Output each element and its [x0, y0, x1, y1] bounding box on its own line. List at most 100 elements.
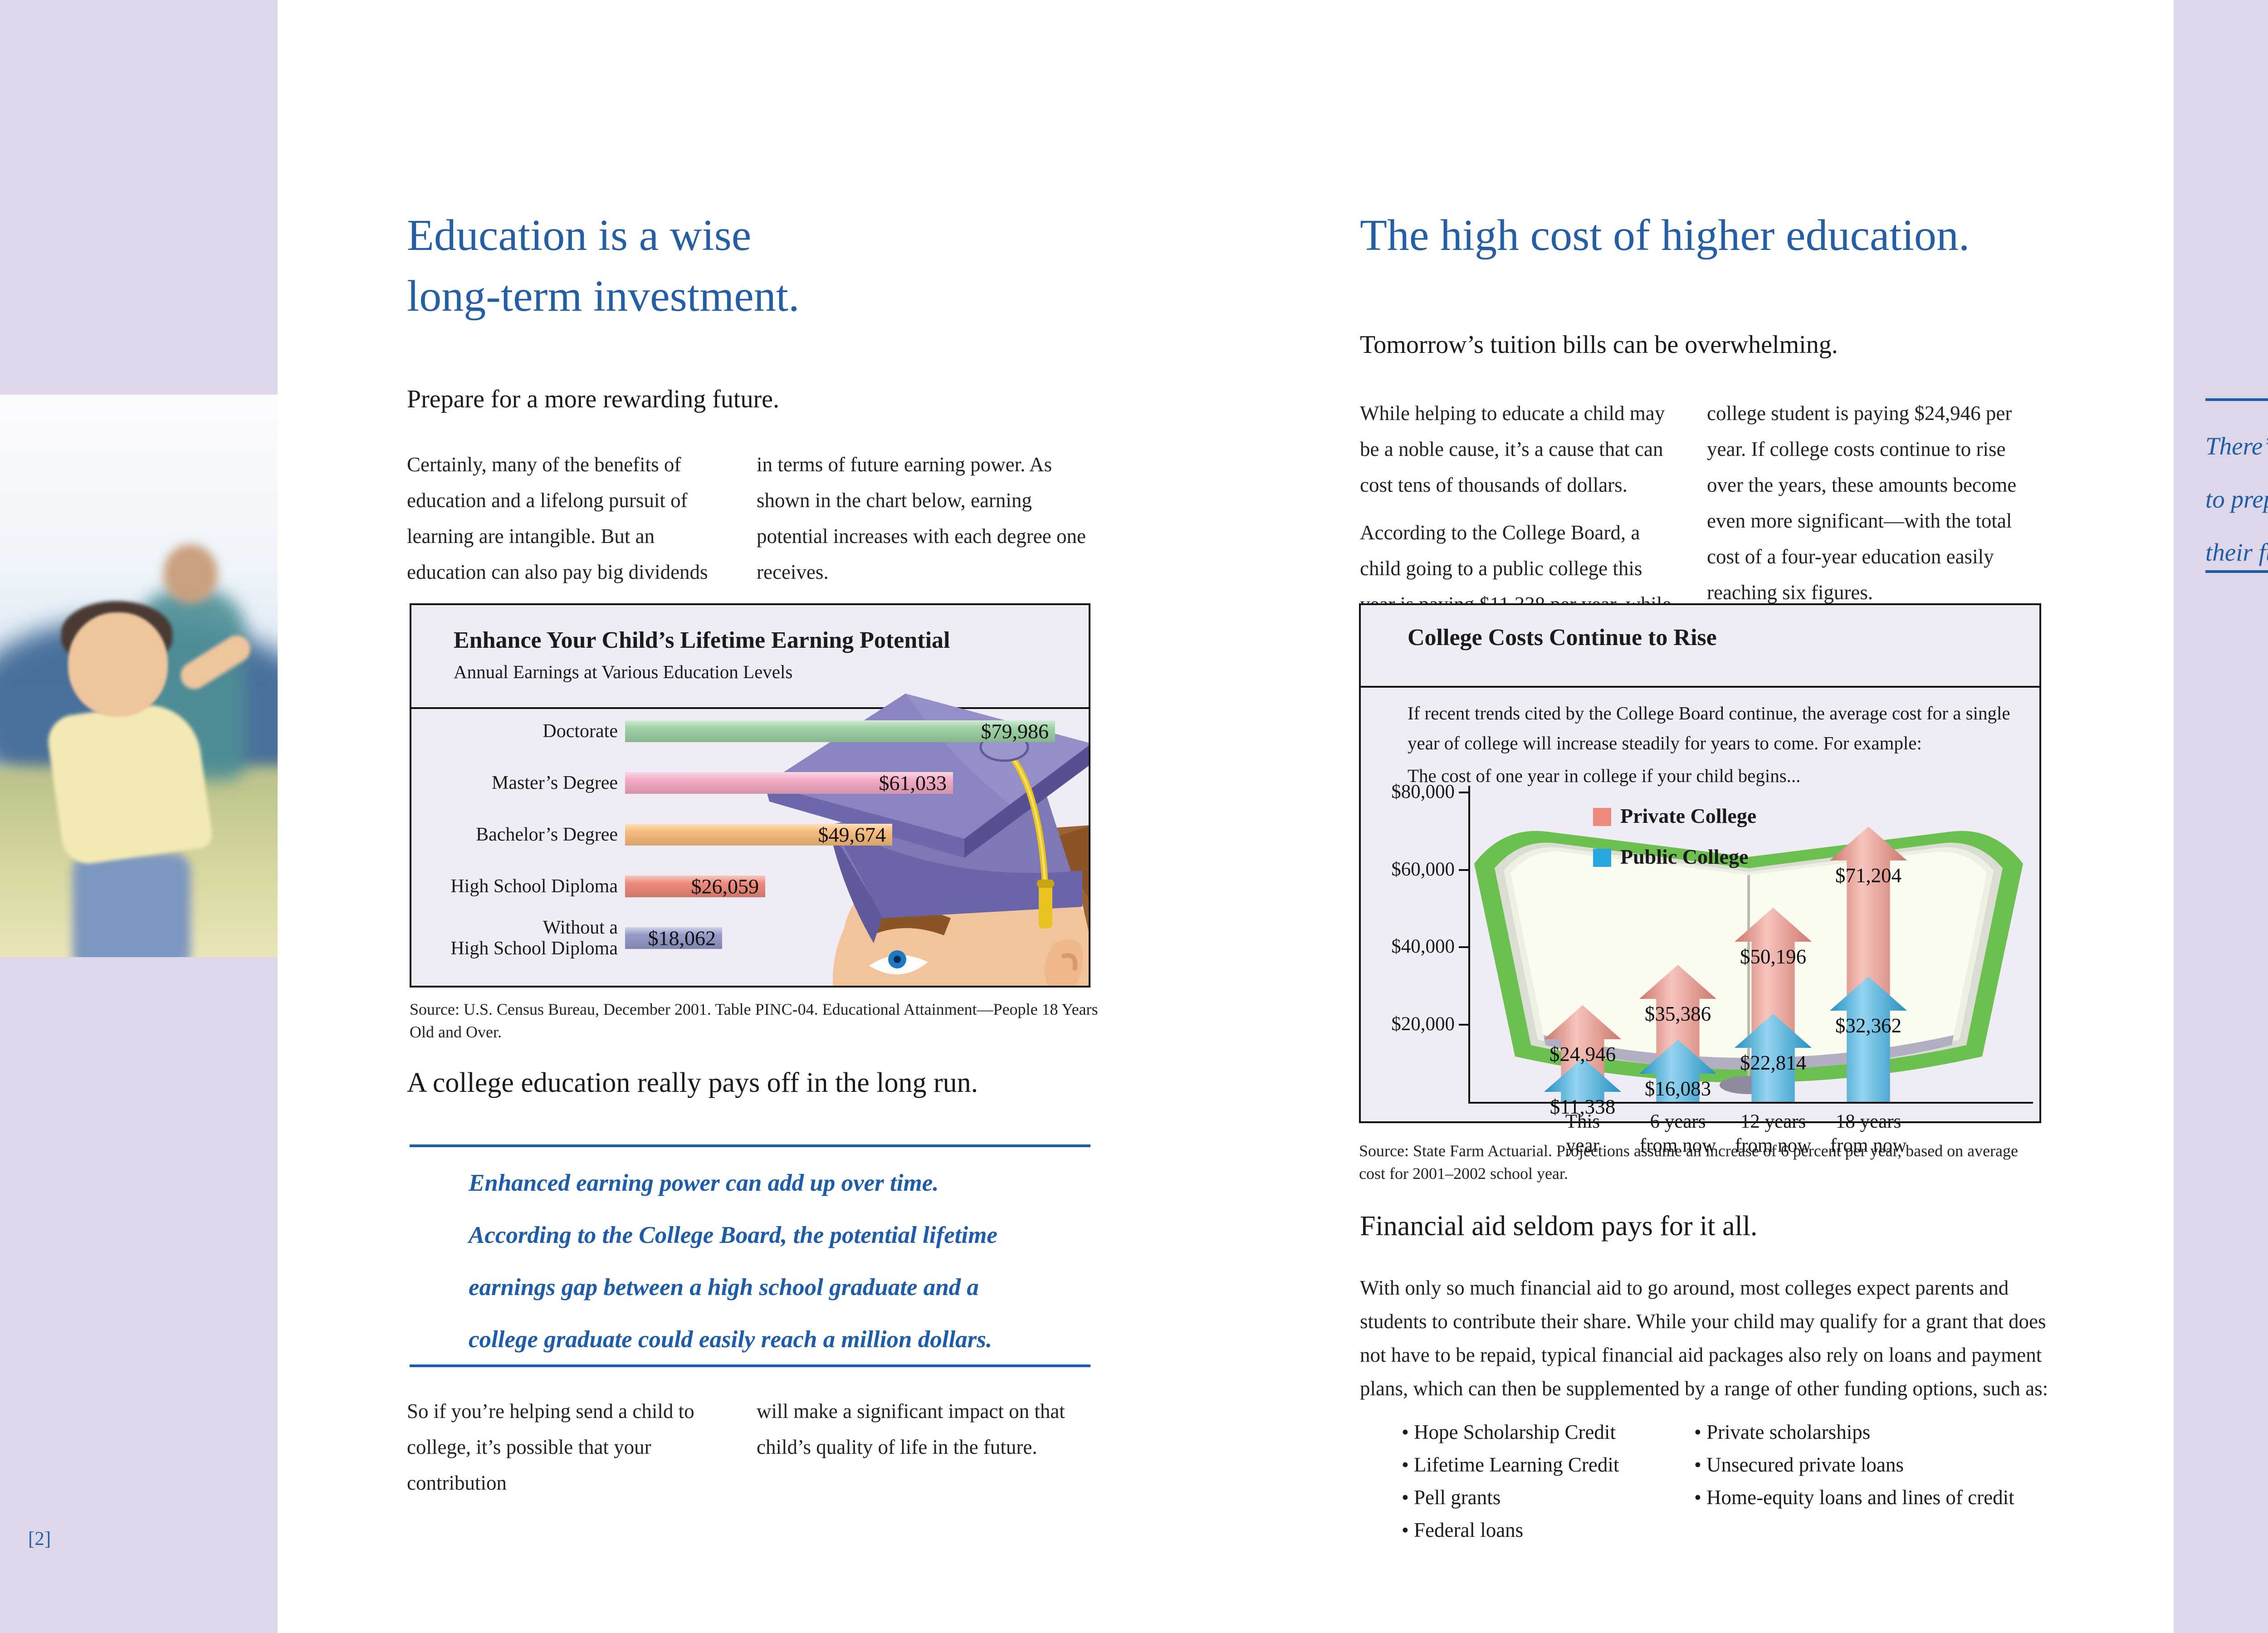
- public-college-value: $22,814: [1740, 1051, 1807, 1074]
- family-photo: [0, 395, 278, 957]
- left-bottom-column-1: So if you’re helping send a child to col…: [407, 1400, 694, 1494]
- private-college-value: $24,946: [1549, 1043, 1616, 1066]
- list-item: Lifetime Learning Credit: [1402, 1452, 1619, 1478]
- college-costs-chart-header: College Costs Continue to Rise: [1361, 624, 2039, 688]
- earnings-category-label: Bachelor’s Degree: [476, 824, 618, 845]
- college-costs-intro: If recent trends cited by the College Bo…: [1408, 703, 2010, 753]
- private-college-value: $35,386: [1644, 1002, 1711, 1025]
- pullquote-line: college graduate could easily reach a mi…: [469, 1326, 992, 1353]
- earnings-bar-row: Without a High School Diploma $18,062: [411, 917, 1089, 959]
- earnings-chart-header: Enhance Your Child’s Lifetime Earning Po…: [411, 627, 1089, 709]
- y-axis-tick: [1459, 1024, 1469, 1026]
- left-section2-heading: A college education really pays off in t…: [407, 1067, 978, 1098]
- sidebar-line: to prepare for: [2205, 485, 2268, 513]
- legend-label-private: Private College: [1620, 804, 1757, 827]
- earnings-category-label: Master’s Degree: [492, 772, 618, 793]
- left-body-column-2: in terms of future earning power. As sho…: [757, 453, 1086, 583]
- earnings-chart: Enhance Your Child’s Lifetime Earning Po…: [410, 603, 1090, 988]
- earnings-bar-row: Bachelor’s Degree $49,674: [411, 823, 1089, 846]
- photo-child-jeans: [73, 853, 191, 957]
- earnings-bar-value: $79,986: [981, 719, 1049, 743]
- private-college-value: $71,204: [1835, 864, 1902, 887]
- college-costs-chart: College Costs Continue to Rise If recent…: [1359, 603, 2041, 1156]
- pullquote-line: earnings gap between a high school gradu…: [469, 1274, 979, 1301]
- y-axis-tick: [1459, 792, 1469, 793]
- public-college-value: $16,083: [1644, 1077, 1711, 1100]
- earnings-bar-value: $61,033: [879, 771, 947, 795]
- list-item: Pell grants: [1402, 1484, 1619, 1511]
- x-axis-line: [1468, 1102, 2033, 1104]
- legend-label-public: Public College: [1620, 845, 1749, 868]
- earnings-bar-row: Master’s Degree $61,033: [411, 771, 1089, 795]
- earnings-chart-subtitle: Annual Earnings at Various Education Lev…: [454, 661, 793, 682]
- right-body-column-1: While helping to educate a child may be …: [1360, 396, 1680, 658]
- college-costs-intro2: The cost of one year in college if your …: [1408, 765, 1801, 786]
- y-axis-tick-label: $80,000: [1391, 781, 1455, 802]
- college-costs-chart-source: Source: State Farm Actuarial. Projection…: [1359, 1142, 2018, 1183]
- photo-child-face: [68, 612, 168, 717]
- earnings-bar-value: $18,062: [648, 926, 716, 950]
- finaid-heading: Financial aid seldom pays for it all.: [1360, 1211, 1758, 1242]
- earnings-bar-value: $49,674: [818, 823, 886, 846]
- x-axis-category-label: 12 years from now: [1735, 1111, 1812, 1156]
- earnings-bar: $18,062: [625, 926, 722, 950]
- x-axis-category-label: 6 years from now: [1639, 1111, 1716, 1156]
- x-axis-category-label: 18 years from now: [1830, 1111, 1907, 1156]
- left-body-column-1: Certainly, many of the benefits of educa…: [407, 453, 708, 583]
- pullquote-line: Enhanced earning power can add up over t…: [469, 1170, 939, 1196]
- sidebar-line: There’s a way: [2205, 432, 2268, 460]
- list-item: Home-equity loans and lines of credit: [1694, 1484, 2014, 1511]
- earnings-bar-row: High School Diploma $26,059: [411, 875, 1089, 898]
- funding-options-list-1: Hope Scholarship Credit Lifetime Learnin…: [1402, 1419, 1619, 1550]
- left-page-subhead: Prepare for a more rewarding future.: [407, 385, 779, 413]
- left-bottom-column-2: will make a significant impact on that c…: [757, 1400, 1065, 1458]
- funding-options-list-2: Private scholarships Unsecured private l…: [1694, 1419, 2014, 1517]
- sidebar-rule-top: [2205, 398, 2268, 401]
- college-costs-chart-title: College Costs Continue to Rise: [1408, 625, 1717, 650]
- left-page-title-line2: long-term investment.: [407, 272, 800, 321]
- left-page-title-line1: Education is a wise: [407, 211, 752, 260]
- earnings-bar: $49,674: [625, 823, 892, 846]
- public-college-value: $32,362: [1835, 1014, 1902, 1037]
- right-page-subhead: Tomorrow’s tuition bills can be overwhel…: [1360, 331, 1838, 359]
- earnings-bar-row: Doctorate $79,986: [411, 719, 1089, 743]
- private-college-value: $50,196: [1740, 945, 1807, 968]
- earnings-chart-plot: Doctorate $79,986 Master’s Degree $61,033 Ba…: [411, 689, 1089, 986]
- list-item: Private scholarships: [1694, 1419, 2014, 1445]
- right-body-col1-para1: While helping to educate a child may be …: [1360, 402, 1665, 496]
- earnings-bar: $26,059: [625, 875, 765, 898]
- list-item: Federal loans: [1402, 1517, 1619, 1543]
- earnings-bar: $79,986: [625, 719, 1055, 743]
- graduation-cap-illustration: [765, 694, 1089, 986]
- earnings-category-label: High School Diploma: [450, 876, 618, 897]
- x-axis-category-label: This year: [1565, 1111, 1600, 1156]
- left-page-title: Education is a wise long-term investment…: [407, 205, 800, 327]
- earnings-category-label: Doctorate: [543, 721, 618, 742]
- pullquote-line: According to the College Board, the pote…: [469, 1222, 997, 1248]
- y-axis-tick-label: $20,000: [1391, 1013, 1455, 1035]
- y-axis-tick: [1459, 946, 1469, 948]
- left-margin-strip: [2]: [0, 0, 278, 1633]
- page-number-left: [2]: [28, 1528, 51, 1550]
- finaid-paragraph: With only so much financial aid to go ar…: [1360, 1276, 2048, 1400]
- sidebar-line: their future.: [2205, 538, 2268, 566]
- y-axis-tick: [1459, 869, 1469, 871]
- list-item: Unsecured private loans: [1694, 1452, 2014, 1478]
- pullquote: Enhanced earning power can add up over t…: [469, 1169, 997, 1378]
- pullquote-rule-top: [410, 1144, 1090, 1147]
- right-margin-strip: There’s a way to prepare for their futur…: [2174, 0, 2268, 1633]
- right-body-column-2: college student is paying $24,946 per ye…: [1707, 402, 2017, 604]
- right-page-title: The high cost of higher education.: [1360, 211, 1970, 260]
- earnings-chart-source: Source: U.S. Census Bureau, December 200…: [410, 1000, 1098, 1041]
- pullquote-rule-bottom: [410, 1364, 1090, 1367]
- sidebar-callout: There’s a way to prepare for their futur…: [2205, 432, 2268, 591]
- list-item: Hope Scholarship Credit: [1402, 1419, 1619, 1445]
- y-axis-tick-label: $40,000: [1391, 936, 1455, 957]
- public-college-value: $11,338: [1549, 1095, 1616, 1118]
- legend-swatch-private: [1593, 808, 1611, 826]
- y-axis-line: [1468, 786, 1470, 1104]
- sidebar-rule-bottom: [2205, 570, 2268, 573]
- legend-swatch-public: [1593, 849, 1611, 867]
- earnings-bar-value: $26,059: [691, 875, 759, 898]
- earnings-bar: $61,033: [625, 771, 953, 795]
